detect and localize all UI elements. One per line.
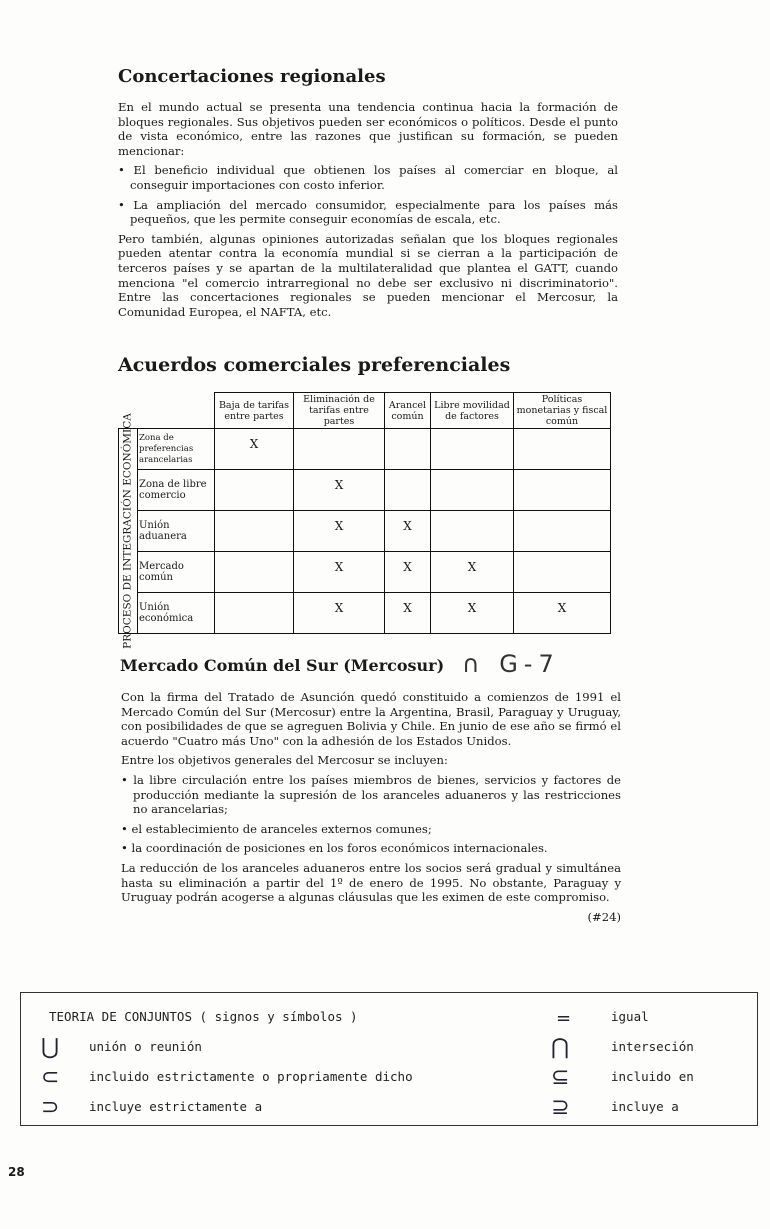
subset-icon: ⊂ — [41, 1065, 60, 1090]
table-header-row: Baja de tarifas entre partes Eliminación… — [119, 392, 611, 429]
page-number: 28 — [8, 1165, 25, 1179]
paragraph: La reducción de los aranceles aduaneros … — [121, 860, 621, 905]
table-row: Unión aduanera X X — [119, 510, 611, 552]
section-title-acuerdos: Acuerdos comerciales preferenciales — [118, 354, 511, 376]
bullet-text: La ampliación del mercado consumidor, es… — [130, 197, 619, 227]
row-header: Zona de libre comercio — [137, 469, 215, 511]
column-header: Eliminación de tarifas entre partes — [293, 392, 385, 429]
table-cell: X — [293, 551, 385, 593]
box-title: TEORIA DE CONJUNTOS ( signos y símbolos … — [49, 1009, 358, 1024]
integration-table: Baja de tarifas entre partes Eliminación… — [118, 392, 611, 649]
section-mercosur-body: Con la firma del Tratado de Asunción que… — [121, 690, 621, 929]
bullet-item: • el establecimiento de aranceles extern… — [121, 821, 432, 836]
union-icon: ⋃ — [41, 1035, 60, 1060]
symbol-label: unión o reunión — [89, 1039, 202, 1054]
superset-eq-icon: ⊇ — [551, 1095, 570, 1120]
bullet-item: • El beneficio individual que obtienen l… — [118, 163, 619, 192]
table-cell — [513, 469, 611, 511]
table-cell — [430, 428, 514, 470]
table-cell: X — [513, 592, 611, 634]
section-title-concertaciones: Concertaciones regionales — [118, 66, 386, 87]
row-header: Zona de preferencias arancelarias — [137, 428, 215, 470]
bullet-item: • la coordinación de posiciones en los f… — [121, 841, 548, 856]
table-cell — [513, 551, 611, 593]
section-concertaciones-body: En el mundo actual se presenta una tende… — [118, 100, 618, 324]
table-cell — [384, 469, 431, 511]
table-row: Mercado común X X X — [119, 551, 611, 593]
superset-icon: ⊃ — [41, 1095, 60, 1120]
table-row: Zona de libre comercio X — [119, 469, 611, 511]
symbol-label: incluye estrictamente a — [89, 1099, 263, 1114]
row-header: Unión económica — [137, 592, 215, 634]
bullet-text: la coordinación de posiciones en los for… — [131, 841, 548, 856]
table-cell — [513, 510, 611, 552]
bullet-item: • la libre circulación entre los países … — [121, 772, 621, 817]
bullet-item: • La ampliación del mercado consumidor, … — [118, 197, 619, 227]
column-header: Políticas monetarias y fiscal común — [513, 392, 611, 429]
table-cell: X — [214, 428, 294, 470]
table-cell — [293, 428, 385, 470]
paragraph: Pero también, algunas opiniones autoriza… — [118, 231, 618, 319]
column-header: Arancel común — [384, 392, 431, 429]
set-theory-symbols-box: TEORIA DE CONJUNTOS ( signos y símbolos … — [20, 992, 758, 1126]
table-cell — [214, 551, 294, 593]
symbol-label: incluido en — [611, 1069, 694, 1084]
table-cell: X — [293, 510, 385, 552]
bullet-text: El beneficio individual que obtienen los… — [130, 163, 619, 192]
handwritten-note: ∩ G-7 — [462, 650, 560, 678]
row-header: Mercado común — [137, 551, 215, 593]
table-cell — [513, 428, 611, 470]
paragraph: Entre los objetivos generales del Mercos… — [121, 753, 448, 768]
column-header: Baja de tarifas entre partes — [214, 392, 294, 429]
paragraph: En el mundo actual se presenta una tende… — [118, 100, 618, 158]
table-cell: X — [384, 551, 431, 593]
table-cell — [384, 428, 431, 470]
subset-eq-icon: ⊆ — [551, 1065, 570, 1090]
paragraph: Con la firma del Tratado de Asunción que… — [121, 690, 621, 748]
table-cell: X — [293, 469, 385, 511]
table-cell — [214, 510, 294, 552]
column-header: Libre movilidad de factores — [430, 392, 514, 429]
bullet-text: la libre circulación entre los países mi… — [133, 772, 621, 817]
table-row: Unión económica X X X X — [119, 592, 611, 634]
symbol-label: incluye a — [611, 1099, 679, 1114]
table-cell: X — [430, 551, 514, 593]
table-cell: X — [384, 510, 431, 552]
side-label-text: PROCESO DE INTEGRACIÓN ECONÓMICA — [121, 413, 134, 649]
symbol-label: interseción — [611, 1039, 694, 1054]
symbol-label: igual — [611, 1009, 649, 1024]
table-cell — [430, 469, 514, 511]
table-row: PROCESO DE INTEGRACIÓN ECONÓMICA Zona de … — [118, 413, 611, 649]
table-cell: X — [384, 592, 431, 634]
symbol-label: incluido estrictamente o propriamente di… — [89, 1069, 413, 1084]
process-axis-label: PROCESO DE INTEGRACIÓN ECONÓMICA — [118, 413, 138, 649]
equals-icon: = — [556, 1008, 572, 1029]
section-title-mercosur: Mercado Común del Sur (Mercosur) — [120, 656, 445, 675]
row-header: Unión aduanera — [137, 510, 215, 552]
bullet-text: el establecimiento de aranceles externos… — [131, 821, 432, 836]
reference-number: (#24) — [587, 909, 621, 924]
table-cell — [214, 469, 294, 511]
table-cell — [214, 592, 294, 634]
table-cell: X — [430, 592, 514, 634]
intersection-icon: ⋂ — [551, 1035, 570, 1060]
table-cell: X — [293, 592, 385, 634]
table-cell — [430, 510, 514, 552]
